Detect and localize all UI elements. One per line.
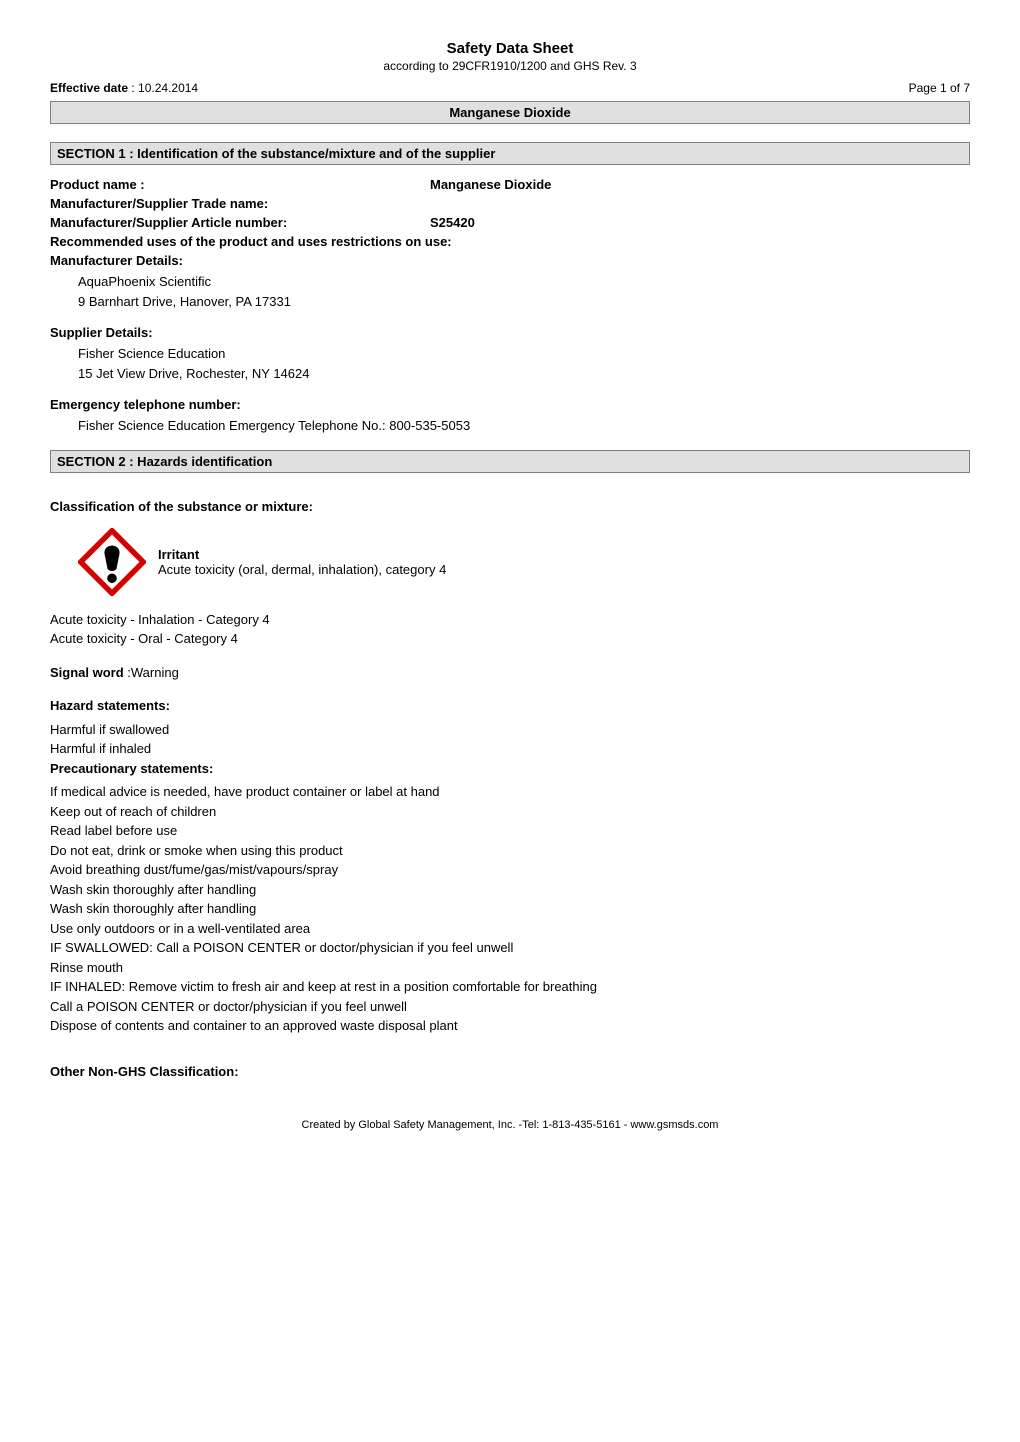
precautionary-statement: Do not eat, drink or smoke when using th… <box>50 841 970 861</box>
other-nonghs-label: Other Non-GHS Classification: <box>50 1064 970 1079</box>
article-number-value: S25420 <box>430 215 475 230</box>
hazard-description: Acute toxicity (oral, dermal, inhalation… <box>158 562 446 577</box>
precautionary-statement: Wash skin thoroughly after handling <box>50 899 970 919</box>
hazard-title: Irritant <box>158 547 446 562</box>
precautionary-statement: Rinse mouth <box>50 958 970 978</box>
section-1-heading: SECTION 1 : Identification of the substa… <box>50 142 970 165</box>
product-name-label: Product name : <box>50 177 430 192</box>
supplier-address: 15 Jet View Drive, Rochester, NY 14624 <box>78 364 970 384</box>
toxicity-categories: Acute toxicity - Inhalation - Category 4… <box>50 610 970 649</box>
toxicity-category-line: Acute toxicity - Inhalation - Category 4 <box>50 610 970 630</box>
substance-name-bar: Manganese Dioxide <box>50 101 970 124</box>
recommended-uses-label: Recommended uses of the product and uses… <box>50 234 970 249</box>
effective-date: Effective date : 10.24.2014 <box>50 81 198 95</box>
supplier-details-label: Supplier Details: <box>50 325 970 340</box>
hazard-text: Irritant Acute toxicity (oral, dermal, i… <box>158 547 446 577</box>
section-2-heading: SECTION 2 : Hazards identification <box>50 450 970 473</box>
precautionary-statement: IF SWALLOWED: Call a POISON CENTER or do… <box>50 938 970 958</box>
manufacturer-address: 9 Barnhart Drive, Hanover, PA 17331 <box>78 292 970 312</box>
ghs-exclamation-icon <box>78 528 146 596</box>
effective-date-value: : 10.24.2014 <box>128 81 198 95</box>
effective-date-label: Effective date <box>50 81 128 95</box>
precautionary-statements-label: Precautionary statements: <box>50 759 970 779</box>
hazard-pictogram-block: Irritant Acute toxicity (oral, dermal, i… <box>78 528 970 596</box>
emergency-number-label: Emergency telephone number: <box>50 397 970 412</box>
product-name-value: Manganese Dioxide <box>430 177 551 192</box>
toxicity-category-line: Acute toxicity - Oral - Category 4 <box>50 629 970 649</box>
manufacturer-name: AquaPhoenix Scientific <box>78 272 970 292</box>
precautionary-statement: Read label before use <box>50 821 970 841</box>
trade-name-label: Manufacturer/Supplier Trade name: <box>50 196 970 211</box>
manufacturer-details-block: AquaPhoenix Scientific 9 Barnhart Drive,… <box>78 272 970 311</box>
signal-word-label: Signal word <box>50 665 124 680</box>
article-number-row: Manufacturer/Supplier Article number: S2… <box>50 215 970 230</box>
hazard-statements-label: Hazard statements: <box>50 696 970 716</box>
precautionary-statement: Use only outdoors or in a well-ventilate… <box>50 919 970 939</box>
precautionary-statement: Dispose of contents and container to an … <box>50 1016 970 1036</box>
supplier-details-block: Fisher Science Education 15 Jet View Dri… <box>78 344 970 383</box>
manufacturer-details-label: Manufacturer Details: <box>50 253 970 268</box>
hazard-statement: Harmful if inhaled <box>50 739 970 759</box>
signal-word-value: :Warning <box>124 665 179 680</box>
document-title: Safety Data Sheet <box>50 40 970 57</box>
precautionary-statement: Avoid breathing dust/fume/gas/mist/vapou… <box>50 860 970 880</box>
document-subtitle: according to 29CFR1910/1200 and GHS Rev.… <box>50 59 970 73</box>
precautionary-statement: Keep out of reach of children <box>50 802 970 822</box>
product-name-row: Product name : Manganese Dioxide <box>50 177 970 192</box>
precautionary-statement: If medical advice is needed, have produc… <box>50 782 970 802</box>
emergency-number-line: Fisher Science Education Emergency Telep… <box>78 416 970 436</box>
classification-label: Classification of the substance or mixtu… <box>50 499 970 514</box>
article-number-label: Manufacturer/Supplier Article number: <box>50 215 430 230</box>
precautionary-statement: Call a POISON CENTER or doctor/physician… <box>50 997 970 1017</box>
emergency-number-block: Fisher Science Education Emergency Telep… <box>78 416 970 436</box>
supplier-name: Fisher Science Education <box>78 344 970 364</box>
precautionary-statement: Wash skin thoroughly after handling <box>50 880 970 900</box>
page-number: Page 1 of 7 <box>909 81 970 95</box>
page-footer: Created by Global Safety Management, Inc… <box>50 1119 970 1131</box>
precautionary-statement: IF INHALED: Remove victim to fresh air a… <box>50 977 970 997</box>
signal-word-row: Signal word :Warning <box>50 663 970 683</box>
header-meta-row: Effective date : 10.24.2014 Page 1 of 7 <box>50 81 970 95</box>
statements-block: Hazard statements: Harmful if swallowed … <box>50 696 970 1036</box>
hazard-statement: Harmful if swallowed <box>50 720 970 740</box>
